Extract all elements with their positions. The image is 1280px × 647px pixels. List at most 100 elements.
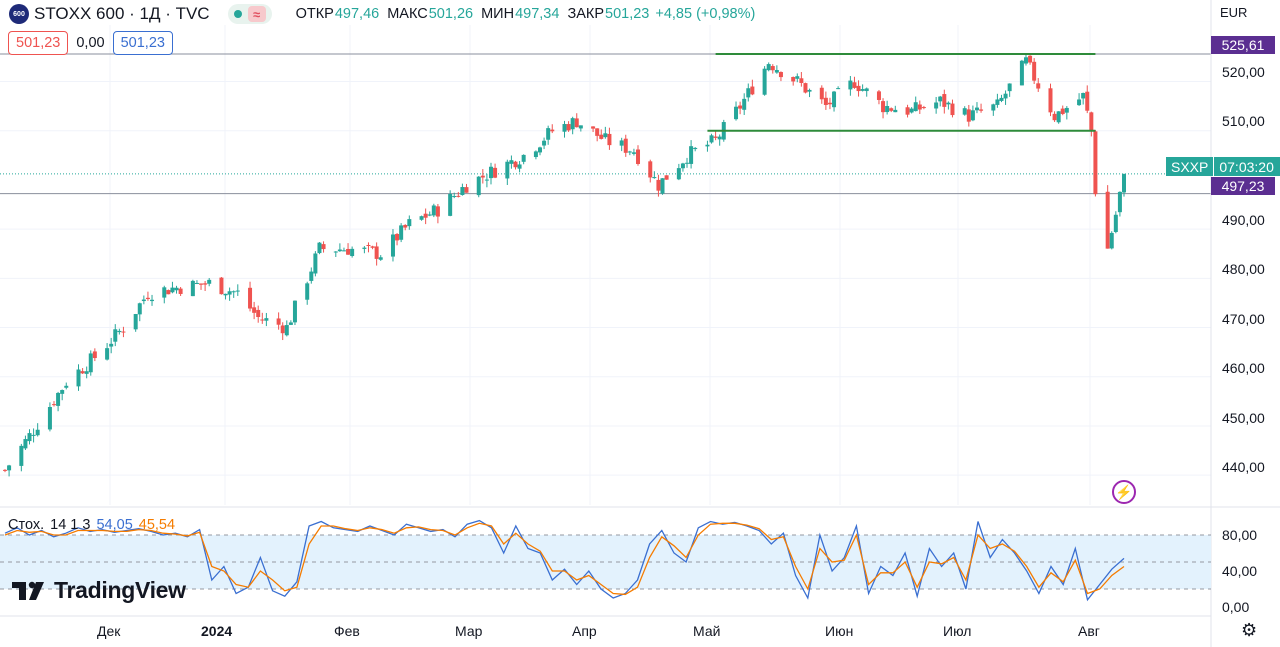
candle-body (717, 136, 722, 140)
candle-body (591, 126, 596, 129)
candle-body (619, 140, 624, 146)
candle-body (162, 287, 167, 298)
candle-body (889, 108, 894, 111)
candle-body (1052, 113, 1057, 121)
candle-body (852, 82, 857, 88)
time-label: Авг (1078, 623, 1100, 639)
candle-body (762, 68, 767, 95)
candle-body (1113, 214, 1118, 233)
candle-body (341, 250, 346, 252)
candle-body (770, 66, 775, 71)
candle-body (248, 287, 253, 309)
candle-body (174, 287, 179, 291)
candle-body (460, 187, 465, 196)
candle-body (260, 319, 265, 321)
candle-body (1085, 91, 1090, 111)
compare-wave-icon[interactable]: ≈ (247, 6, 266, 22)
flash-icon[interactable]: ⚡ (1112, 480, 1136, 504)
price-tick: 520,00 (1222, 64, 1265, 80)
candle-body (423, 213, 428, 218)
tradingview-logo-icon (12, 581, 44, 600)
settings-gear-icon[interactable]: ⚙ (1241, 620, 1258, 640)
level-price-tag: 497,23 (1211, 177, 1275, 195)
candle-body (190, 280, 195, 297)
stochastic-tick: 80,00 (1222, 527, 1258, 543)
stochastic-tick: 0,00 (1222, 599, 1250, 615)
candle-body (76, 369, 81, 387)
candle-body (1064, 107, 1069, 113)
candle-body (84, 371, 89, 374)
candle-body (705, 144, 710, 147)
candle-body (746, 88, 751, 98)
candle-body (199, 283, 204, 285)
candle-body (113, 329, 118, 342)
candle-body (366, 244, 371, 246)
candle-body (505, 161, 510, 179)
candle-body (631, 152, 636, 154)
candle-body (1019, 60, 1024, 86)
candle-body (905, 107, 910, 115)
candle-body (223, 293, 228, 296)
time-label: Фев (334, 623, 360, 639)
sell-price-box[interactable]: 501,23 (8, 31, 69, 55)
candle-body (656, 179, 661, 191)
candle-body (921, 107, 926, 109)
candle-body (1081, 93, 1086, 99)
candle-body (194, 282, 199, 284)
stochastic-tick: 40,00 (1222, 563, 1258, 579)
candle-body (664, 175, 669, 180)
candle-body (950, 103, 955, 116)
buy-price-box[interactable]: 501,23 (112, 31, 173, 55)
currency-button[interactable]: EUR (1220, 5, 1248, 20)
candle-body (1023, 57, 1028, 64)
candle-body (235, 290, 240, 292)
candle-body (819, 87, 824, 100)
candle-body (566, 124, 571, 131)
candle-body (774, 70, 779, 73)
candle-body (734, 106, 739, 120)
symbol-tag-label: SXXP (1166, 157, 1215, 176)
candle-body (395, 233, 400, 241)
candle-body (1028, 55, 1033, 63)
candle-body (219, 277, 224, 295)
candle-body (448, 193, 453, 216)
market-status-pill[interactable]: ≈ (227, 4, 272, 24)
candle-body (885, 106, 890, 113)
candle-body (390, 234, 395, 257)
candle-body (35, 429, 40, 436)
candle-body (570, 118, 575, 130)
candle-body (231, 291, 236, 293)
candle-body (513, 161, 518, 168)
symbol-title[interactable]: STOXX 600 · 1Д · TVC (34, 4, 210, 23)
candle-body (778, 72, 783, 78)
close-label: ЗАКР (567, 6, 604, 22)
candle-body (803, 83, 808, 93)
candle-body (313, 253, 318, 274)
candle-body (574, 118, 579, 128)
candle-body (276, 318, 281, 325)
candle-body (493, 167, 498, 178)
candle-body (946, 102, 951, 105)
stochastic-label[interactable]: Стох. (8, 517, 45, 533)
candle-body (309, 271, 314, 281)
price-tick: 480,00 (1222, 261, 1265, 277)
candle-body (317, 242, 322, 254)
resistance-price-tag: 525,61 (1211, 36, 1275, 54)
time-label: Май (693, 623, 721, 639)
symbol-price-tag: SXXP 07:03:20 (1166, 157, 1280, 176)
candle-body (848, 80, 853, 90)
candle-body (264, 318, 269, 321)
candle-body (1032, 61, 1037, 81)
candle-body (909, 108, 914, 113)
candle-body (599, 134, 604, 139)
candle-body (288, 322, 293, 325)
candle-body (938, 96, 943, 102)
candle-body (105, 348, 110, 360)
symbol-badge[interactable]: 600 (9, 4, 29, 24)
time-label: 2024 (201, 623, 233, 639)
high-label: МАКС (387, 6, 428, 22)
candle-body (991, 104, 996, 111)
candle-body (431, 205, 436, 216)
candle-body (860, 89, 865, 91)
